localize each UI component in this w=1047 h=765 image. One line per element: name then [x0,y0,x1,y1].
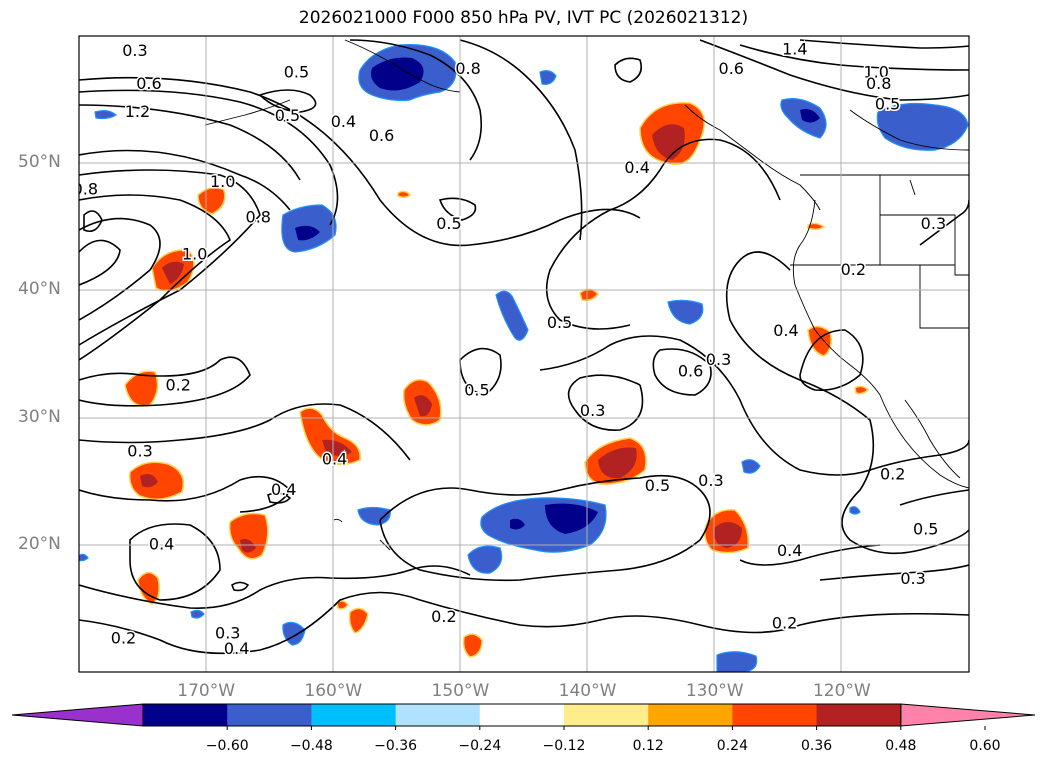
contour-label: 0.2 [165,376,190,395]
colorbar-tick-label: −0.36 [374,738,418,754]
longitude-label: 170°W [177,681,236,701]
colorbar-tick-label: 0.36 [801,738,833,754]
colorbar-tick-label: −0.24 [458,738,502,754]
contour-label: 0.2 [111,629,136,648]
contour-label: 0.5 [464,381,489,400]
contour-label: 0.4 [777,541,802,560]
contour-label: 0.3 [900,569,925,588]
contour-label: 0.3 [580,401,605,420]
colorbar-segment [564,704,649,726]
longitude-label: 140°W [558,681,617,701]
contour-labels: 0.30.61.20.50.40.60.50.80.8 1.00.81.00.50… [73,38,948,659]
contour-label: 0.8 [866,74,891,93]
colorbar-segment [143,704,228,726]
colorbar-segment [732,704,818,726]
contour-label: 0.4 [224,639,249,658]
longitude-label: 130°W [685,681,744,701]
colorbar-tick-label: 0.60 [969,738,1001,754]
latitude-label: 20°N [18,533,61,554]
contour-label: 0.8 [246,208,271,227]
latitude-label: 30°N [18,406,61,427]
latitude-label: 40°N [18,279,61,300]
contour-label: 0.6 [136,74,161,93]
colorbar [11,703,1036,730]
contour-label: 0.3 [122,41,147,60]
contour-label: 0.4 [331,112,356,131]
contour-label: 0.4 [149,535,174,554]
contour-label: 0.6 [369,126,394,145]
contour-label: 0.5 [547,313,572,332]
coastlines [204,39,969,551]
contour-label: 0.5 [913,519,938,538]
contour-label: 0.4 [624,158,649,177]
contour-label: 0.2 [880,465,905,484]
contour-label: 0.4 [271,480,296,499]
pv-positive-shading [124,101,870,658]
contour-label: 0.6 [678,362,703,381]
contour-label: 0.3 [706,350,731,369]
colorbar-tick-label: 0.48 [885,738,917,754]
contour-label: 0.2 [431,607,456,626]
colorbar-segment [816,704,902,726]
colorbar-tick-label: −0.60 [205,738,249,754]
colorbar-segment [648,704,733,726]
colorbar-tick-label: −0.12 [542,738,586,754]
contour-label: 0.8 [73,180,98,199]
contour-label: 0.5 [645,476,670,495]
longitude-label: 150°W [431,681,490,701]
latitude-label: 50°N [18,152,61,173]
longitude-label: 120°W [812,681,871,701]
colorbar-tick-label: 0.24 [716,738,748,754]
colorbar-segment [395,704,481,726]
longitude-label: 160°W [304,681,363,701]
contour-label: 1.4 [782,40,807,59]
colorbar-tick-label: −0.48 [289,738,333,754]
contour-label: 0.2 [841,260,866,279]
contour-label: 0.4 [322,449,347,468]
colorbar-extend-min [11,703,144,727]
contour-label: 0.5 [875,94,900,113]
contour-label: 1.2 [125,102,150,121]
contour-label: 1.0 [210,172,235,191]
map-title: 2026021000 F000 850 hPa PV, IVT PC (2026… [298,8,749,28]
contour-label: 0.5 [275,106,300,125]
contour-label: 0.2 [772,613,797,632]
contour-label: 1.0 [182,245,207,264]
colorbar-segment [311,704,397,726]
contour-label: 0.3 [127,442,152,461]
contour-label: 0.6 [719,59,744,78]
contour-label: 0.3 [698,471,723,490]
colorbar-tick-label: 0.12 [632,738,664,754]
plot-area [79,36,969,672]
colorbar-segment [479,704,565,726]
contour-label: 0.5 [436,214,461,233]
contour-label: 0.8 [455,59,480,78]
contour-label: 0.3 [215,624,240,643]
colorbar-extend-max [900,703,1036,727]
colorbar-frame [142,703,902,727]
contour-label: 0.4 [773,321,798,340]
contour-label: 0.3 [921,214,946,233]
graticule [79,36,969,672]
contour-label: 0.5 [284,63,309,82]
plot-frame [78,35,970,673]
colorbar-segment [227,704,312,726]
contour-label: 1.0 [863,63,888,82]
